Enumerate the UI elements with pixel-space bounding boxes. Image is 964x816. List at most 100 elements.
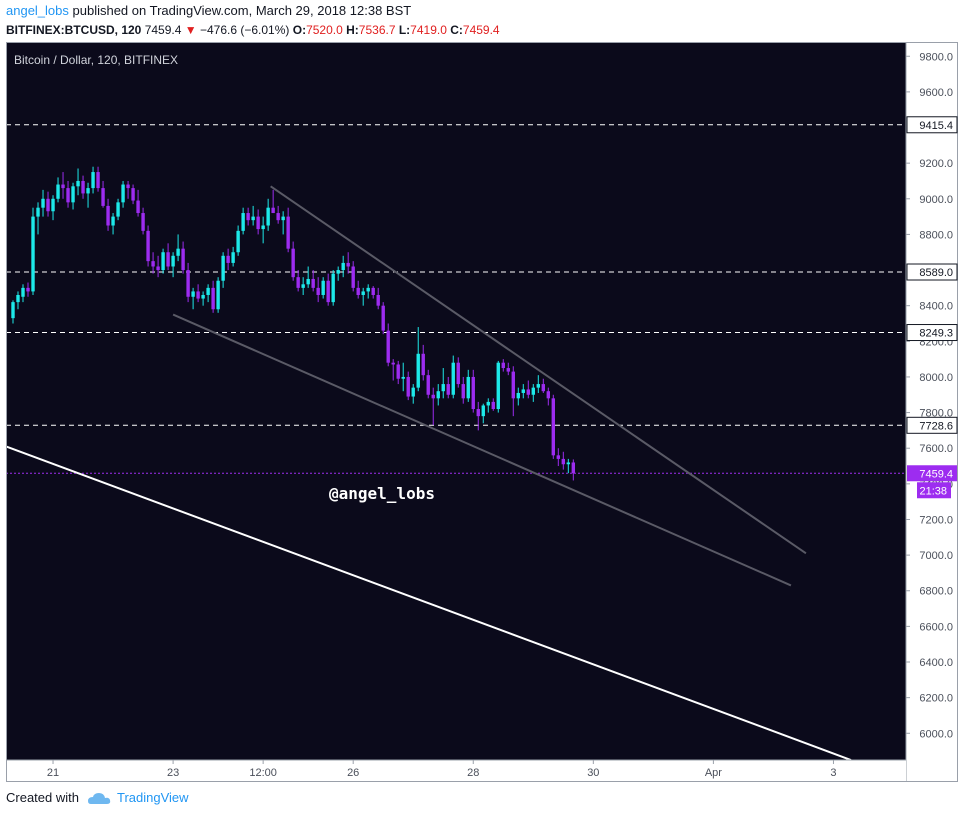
last-price-box bbox=[907, 465, 957, 482]
candle-body-35 bbox=[186, 270, 190, 297]
candle-body-109 bbox=[556, 455, 561, 459]
level-labels: 9415.4 8589.0 8249.3 7728.6 7459.4 21:38 bbox=[906, 116, 958, 499]
candle-body-65 bbox=[336, 270, 340, 274]
y-tick-label-14: 7000.0 bbox=[919, 550, 953, 562]
candle-body-68 bbox=[351, 266, 355, 288]
candle-body-20 bbox=[111, 216, 115, 226]
time-axis[interactable] bbox=[6, 760, 906, 782]
candle-body-66 bbox=[341, 262, 345, 271]
tradingview-cloud-icon bbox=[87, 792, 111, 804]
candle-body-13 bbox=[76, 180, 80, 187]
candle-body-1 bbox=[16, 294, 20, 303]
candle-body-12 bbox=[71, 186, 75, 203]
candle-body-77 bbox=[396, 364, 400, 379]
candle-body-24 bbox=[131, 188, 135, 201]
level-label-box-1 bbox=[906, 263, 958, 281]
candle-body-95 bbox=[486, 401, 490, 406]
candle-body-82 bbox=[421, 353, 425, 376]
candle-body-111 bbox=[566, 462, 571, 465]
created-with-text: Created with bbox=[6, 790, 79, 805]
candle-body-91 bbox=[466, 376, 470, 399]
candle-body-25 bbox=[136, 200, 140, 214]
candle-body-17 bbox=[96, 172, 100, 189]
level-label-3: 7728.6 bbox=[919, 420, 953, 432]
candle-body-105 bbox=[536, 384, 540, 388]
candle-body-6 bbox=[41, 198, 45, 208]
candle-body-59 bbox=[306, 278, 310, 285]
trendlines[interactable] bbox=[5, 185, 852, 761]
candle-body-90 bbox=[461, 384, 465, 399]
high-value: 7536.7 bbox=[358, 23, 396, 37]
high-label: H: bbox=[346, 23, 359, 37]
candle-body-0 bbox=[11, 302, 15, 319]
y-tick-label-4: 9000.0 bbox=[919, 194, 953, 206]
y-tick-label-3: 9200.0 bbox=[919, 158, 953, 170]
candle-body-64 bbox=[331, 273, 335, 303]
candle-body-42 bbox=[221, 255, 225, 281]
candle-body-80 bbox=[411, 387, 415, 397]
x-tick-label-2: 12:00 bbox=[249, 767, 277, 779]
y-tick-label-5: 8800.0 bbox=[919, 229, 953, 241]
x-tick-label-7: 3 bbox=[830, 767, 836, 779]
candle-body-60 bbox=[311, 278, 315, 288]
candle-body-56 bbox=[291, 248, 295, 278]
h-levels bbox=[6, 124, 906, 474]
y-tick-label-18: 6200.0 bbox=[919, 693, 953, 705]
candle-body-21 bbox=[116, 202, 120, 217]
candle-body-104 bbox=[531, 387, 535, 395]
candle-body-33 bbox=[176, 248, 180, 256]
y-tick-label-15: 6800.0 bbox=[919, 586, 953, 598]
published-text: published on TradingView.com, March 29, … bbox=[68, 3, 412, 18]
low-value: 7419.0 bbox=[410, 23, 447, 37]
candle-body-92 bbox=[471, 376, 475, 410]
candle-body-72 bbox=[371, 287, 375, 295]
candle-body-19 bbox=[106, 205, 110, 226]
candle-body-98 bbox=[501, 362, 505, 369]
tradingview-link[interactable]: TradingView bbox=[116, 790, 189, 805]
candle-body-76 bbox=[391, 362, 395, 365]
candle-body-89 bbox=[456, 362, 460, 385]
candle-body-52 bbox=[271, 207, 275, 214]
candle-body-39 bbox=[206, 287, 210, 295]
y-tick-label-9: 8000.0 bbox=[919, 372, 953, 384]
y-tick-label-10: 7800.0 bbox=[919, 408, 953, 420]
low-label: L: bbox=[398, 23, 411, 37]
y-tick-label-19: 6000.0 bbox=[919, 728, 953, 740]
chart-title: Bitcoin / Dollar, 120, BITFINEX bbox=[14, 53, 178, 67]
x-tick-label-0: 21 bbox=[47, 767, 59, 779]
candlestick-chart[interactable]: 9800.09600.09400.09200.09000.08800.08600… bbox=[5, 42, 958, 782]
candle-body-49 bbox=[256, 216, 260, 230]
candle-body-31 bbox=[166, 252, 170, 267]
change-text: −476.6 (−6.01%) bbox=[199, 23, 290, 37]
x-axis-ticks: 21 23 12:00 26 28 30 Apr 3 bbox=[47, 760, 837, 779]
candle-body-74 bbox=[381, 305, 385, 331]
trendline-upper bbox=[270, 185, 807, 555]
candle-body-85 bbox=[436, 391, 440, 399]
candle-body-18 bbox=[101, 188, 105, 206]
level-label-1: 8589.0 bbox=[919, 267, 953, 279]
chart-container[interactable]: 9800.09600.09400.09200.09000.08800.08600… bbox=[5, 42, 958, 782]
last-price-text: 7459.4 bbox=[144, 23, 182, 37]
candle-body-75 bbox=[386, 330, 390, 363]
price-axis[interactable] bbox=[906, 42, 958, 760]
last-price-label: 7459.4 bbox=[919, 468, 953, 480]
x-tick-label-3: 26 bbox=[347, 767, 359, 779]
y-tick-label-17: 6400.0 bbox=[919, 657, 953, 669]
candle-body-32 bbox=[171, 255, 175, 267]
candle-body-22 bbox=[121, 184, 125, 203]
symbol-label: BITFINEX:BTCUSD, 120 bbox=[6, 23, 142, 37]
candle-body-28 bbox=[151, 261, 155, 267]
candle-body-50 bbox=[261, 225, 265, 230]
candle-body-81 bbox=[416, 353, 420, 388]
candle-body-67 bbox=[346, 262, 350, 267]
candle-body-30 bbox=[161, 252, 165, 271]
symbol-line: BITFINEX:BTCUSD, 120 7459.4 ▼ −476.6 (−6… bbox=[6, 21, 956, 39]
candle-body-54 bbox=[281, 216, 285, 221]
candle-body-62 bbox=[321, 280, 325, 295]
close-value: 7459.4 bbox=[462, 23, 500, 37]
author-link[interactable]: angel_lobs bbox=[6, 3, 69, 18]
candle-body-103 bbox=[526, 389, 530, 395]
candle-body-5 bbox=[36, 207, 40, 217]
candle-body-11 bbox=[66, 188, 70, 203]
candle-body-2 bbox=[21, 287, 25, 297]
